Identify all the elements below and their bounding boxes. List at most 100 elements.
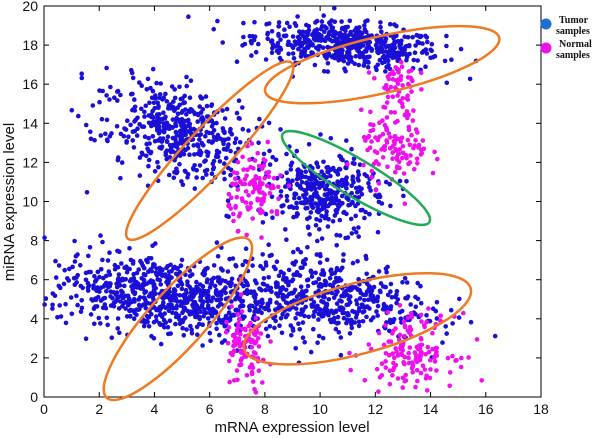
data-point-tumor (318, 38, 324, 43)
data-point-tumor (331, 310, 336, 316)
data-point-tumor (127, 314, 133, 319)
data-point-tumor (360, 304, 365, 310)
data-point-tumor (242, 314, 247, 320)
data-point-tumor (75, 302, 80, 308)
data-point-tumor (214, 320, 219, 326)
data-point-tumor (335, 36, 340, 41)
data-point-tumor (156, 164, 161, 170)
data-point-tumor (251, 37, 257, 43)
data-point-tumor (211, 26, 216, 32)
data-point-tumor (319, 19, 325, 24)
data-point-normal (385, 94, 391, 100)
data-point-normal (432, 359, 438, 364)
data-point-tumor (223, 313, 229, 319)
data-point-tumor (375, 313, 381, 318)
x-tick-label: 14 (423, 401, 439, 417)
data-point-normal (414, 367, 420, 373)
data-point-tumor (116, 272, 122, 277)
data-point-tumor (430, 54, 436, 60)
data-point-normal (246, 193, 251, 198)
data-point-normal (393, 169, 398, 175)
data-point-tumor (412, 50, 418, 55)
data-point-tumor (102, 302, 108, 307)
data-point-normal (396, 151, 401, 157)
data-point-normal (250, 379, 256, 384)
data-point-tumor (102, 295, 108, 301)
data-point-tumor (404, 280, 410, 285)
data-point-normal (244, 373, 250, 378)
data-point-tumor (310, 50, 316, 56)
data-point-tumor (170, 117, 176, 122)
data-point-normal (459, 355, 464, 361)
data-point-normal (479, 378, 485, 383)
data-point-tumor (218, 290, 223, 295)
data-point-normal (264, 183, 270, 189)
data-point-normal (427, 358, 433, 363)
data-point-tumor (333, 191, 339, 196)
data-point-tumor (360, 207, 365, 213)
data-point-normal (244, 173, 249, 179)
data-point-tumor (394, 300, 399, 306)
data-point-tumor (308, 268, 314, 274)
data-point-tumor (84, 190, 90, 195)
data-point-normal (419, 319, 424, 324)
data-point-tumor (314, 217, 319, 222)
data-point-normal (229, 304, 234, 309)
data-point-tumor (301, 40, 307, 45)
data-point-tumor (170, 125, 175, 130)
data-point-tumor (205, 277, 210, 282)
data-point-tumor (115, 88, 121, 94)
data-point-tumor (107, 250, 112, 255)
data-point-tumor (125, 118, 130, 123)
data-point-normal (395, 353, 401, 358)
data-point-tumor (397, 51, 403, 56)
data-point-tumor (152, 169, 158, 174)
data-point-normal (379, 361, 385, 367)
data-point-tumor (328, 173, 333, 179)
data-point-normal (373, 188, 379, 193)
data-point-tumor (322, 192, 328, 197)
data-point-normal (266, 174, 272, 179)
data-point-tumor (269, 289, 274, 295)
data-point-tumor (492, 333, 498, 339)
data-point-tumor (270, 215, 275, 220)
data-point-normal (261, 157, 267, 162)
data-point-tumor (163, 114, 168, 120)
y-tick-label: 12 (22, 154, 38, 170)
data-point-tumor (287, 204, 292, 210)
data-point-tumor (173, 139, 179, 145)
data-point-tumor (284, 193, 290, 199)
data-point-tumor (58, 314, 64, 319)
data-point-tumor (321, 272, 327, 278)
data-point-tumor (154, 272, 159, 277)
data-point-normal (238, 358, 244, 363)
data-point-normal (243, 189, 249, 194)
data-point-tumor (42, 302, 47, 307)
data-point-tumor (228, 280, 233, 285)
data-point-tumor (337, 233, 343, 238)
data-point-tumor (197, 314, 202, 320)
data-point-tumor (303, 169, 309, 174)
data-point-tumor (338, 53, 343, 59)
data-point-tumor (288, 42, 294, 48)
data-point-tumor (249, 41, 254, 46)
data-point-tumor (418, 300, 424, 306)
data-point-tumor (92, 274, 97, 279)
data-point-tumor (395, 38, 401, 44)
data-point-tumor (293, 306, 299, 311)
data-point-normal (409, 132, 414, 138)
data-point-tumor (377, 57, 383, 63)
data-point-tumor (146, 120, 152, 126)
data-point-tumor (319, 314, 325, 319)
data-point-tumor (179, 286, 185, 292)
data-point-tumor (129, 67, 134, 73)
data-point-normal (466, 355, 471, 360)
data-point-tumor (153, 314, 159, 319)
data-point-tumor (187, 273, 193, 279)
data-point-tumor (305, 283, 311, 289)
data-point-tumor (183, 300, 189, 306)
data-point-tumor (394, 23, 399, 29)
data-point-tumor (164, 99, 170, 104)
data-point-tumor (211, 121, 216, 126)
data-point-normal (399, 64, 405, 69)
